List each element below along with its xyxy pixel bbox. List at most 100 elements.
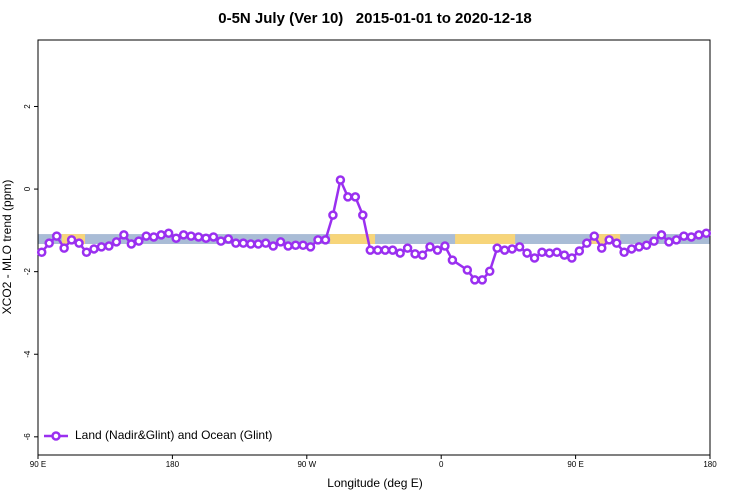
data-point: [96, 242, 107, 252]
data-point: [559, 250, 570, 260]
x-tick-label: 90 W: [297, 460, 316, 469]
data-point: [492, 243, 502, 253]
data-point: [89, 244, 99, 254]
legend-label: Land (Nadir&Glint) and Ocean (Glint): [75, 428, 272, 442]
data-point: [679, 231, 689, 241]
data-point: [365, 245, 376, 255]
data-point: [626, 244, 637, 254]
data-point: [104, 241, 114, 251]
data-point: [447, 255, 458, 265]
data-point: [268, 241, 278, 251]
data-point: [51, 231, 62, 241]
data-point: [305, 242, 316, 252]
data-point: [298, 240, 308, 250]
data-point: [611, 238, 622, 248]
data-point: [440, 241, 450, 251]
x-tick-label: 180: [703, 460, 717, 469]
data-point: [634, 242, 644, 252]
data-point: [529, 253, 540, 263]
data-point: [619, 247, 629, 257]
data-point: [656, 230, 667, 240]
data-point: [395, 248, 405, 258]
surface-band: [455, 234, 516, 244]
data-point: [216, 236, 226, 246]
x-tick-label: 90 E: [30, 460, 46, 469]
data-point: [694, 230, 704, 240]
data-point: [134, 236, 144, 246]
x-tick-label: 180: [166, 460, 180, 469]
data-point: [589, 231, 600, 241]
data-point: [552, 247, 562, 257]
data-point: [649, 236, 659, 246]
y-tick-label: -6: [23, 433, 32, 441]
data-point: [484, 266, 495, 276]
x-tick-label: 0: [439, 460, 444, 469]
data-point: [74, 238, 84, 248]
data-point: [313, 235, 323, 245]
data-point: [671, 235, 682, 245]
data-point: [186, 231, 196, 241]
data-point: [178, 230, 189, 240]
data-point: [201, 233, 211, 243]
data-point: [604, 235, 614, 245]
data-point: [537, 247, 547, 257]
data-point: [44, 238, 54, 248]
data-point: [641, 240, 652, 250]
data-point: [522, 248, 532, 258]
data-point: [358, 210, 368, 220]
chart-title: 0-5N July (Ver 10) 2015-01-01 to 2020-12…: [218, 10, 532, 27]
data-point: [402, 243, 413, 253]
data-point: [507, 244, 517, 254]
data-point: [596, 243, 607, 253]
data-point: [410, 249, 420, 259]
data-point: [193, 232, 204, 242]
y-tick-label: -4: [23, 350, 32, 358]
y-tick-label: 0: [23, 186, 32, 191]
data-point: [111, 237, 122, 247]
data-point: [171, 233, 181, 243]
data-point: [686, 232, 697, 242]
data-point: [283, 241, 293, 251]
data-point: [343, 192, 353, 202]
series-line: [40, 175, 707, 282]
data-point: [574, 246, 585, 256]
y-tick-label: 2: [23, 104, 32, 109]
y-tick-label: -2: [23, 268, 32, 276]
legend-marker: [51, 431, 61, 441]
data-point: [290, 240, 301, 250]
data-point: [417, 250, 428, 260]
data-point: [335, 175, 346, 185]
data-point: [320, 235, 331, 245]
data-point: [36, 247, 47, 257]
data-point: [141, 231, 152, 241]
data-point: [126, 239, 137, 249]
data-point: [432, 245, 443, 255]
data-point: [462, 265, 473, 275]
surface-band: [330, 234, 376, 244]
data-point: [148, 232, 159, 242]
data-point: [328, 210, 338, 220]
y-axis-label: XCO2 - MLO trend (ppm): [0, 180, 14, 315]
data-point: [59, 243, 69, 253]
data-point: [477, 275, 488, 285]
data-point: [701, 228, 712, 239]
data-point: [231, 238, 241, 248]
data-point: [81, 247, 92, 257]
data-point: [380, 245, 390, 255]
data-point: [156, 230, 166, 240]
data-point: [119, 230, 129, 240]
data-point: [260, 238, 271, 248]
data-point: [372, 245, 383, 255]
data-point: [66, 235, 77, 245]
data-point: [582, 238, 592, 248]
data-point: [499, 245, 510, 255]
data-point: [253, 239, 264, 249]
data-point: [664, 237, 674, 247]
x-axis-label: Longitude (deg E): [327, 476, 422, 490]
data-point: [387, 245, 398, 255]
data-point: [208, 232, 219, 242]
data-point: [163, 228, 174, 239]
data-point: [544, 248, 555, 258]
x-tick-label: 90 E: [567, 460, 583, 469]
